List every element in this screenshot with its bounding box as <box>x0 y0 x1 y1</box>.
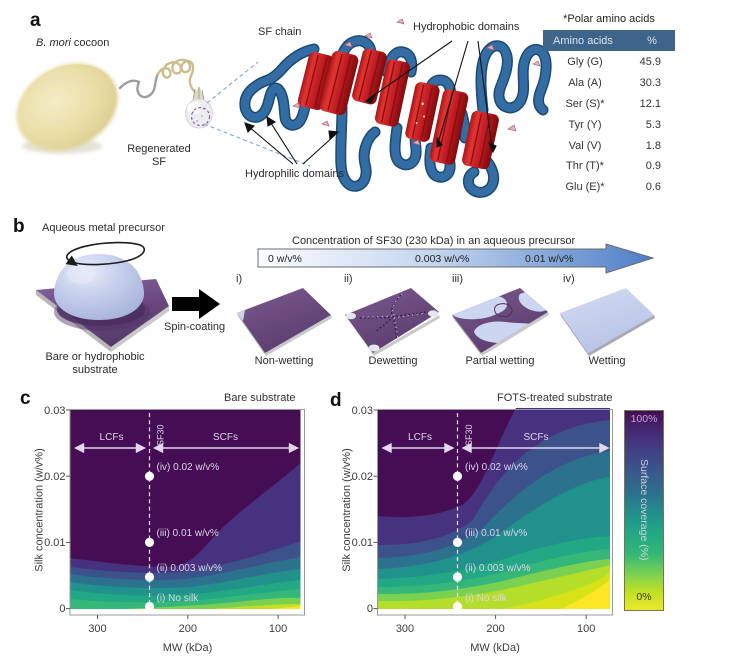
svg-text:100: 100 <box>577 623 595 635</box>
svg-text:(i) No silk: (i) No silk <box>465 593 508 604</box>
svg-text:0.02: 0.02 <box>44 471 65 483</box>
svg-text:0 w/v%: 0 w/v% <box>268 253 302 265</box>
svg-text:SCFs: SCFs <box>524 432 549 443</box>
svg-text:LCFs: LCFs <box>408 432 432 443</box>
svg-text:Silk concentration (w/v%): Silk concentration (w/v%) <box>34 448 46 572</box>
svg-text:0.03: 0.03 <box>44 405 65 417</box>
svg-text:0: 0 <box>367 603 373 615</box>
svg-text:SF30: SF30 <box>464 424 474 446</box>
svg-text:200: 200 <box>486 623 504 635</box>
svg-text:MW (kDa): MW (kDa) <box>163 642 213 654</box>
svg-text:(iv) 0.02 w/v%: (iv) 0.02 w/v% <box>157 462 220 473</box>
svg-text:300: 300 <box>88 623 106 635</box>
svg-text:(iii) 0.01 w/v%: (iii) 0.01 w/v% <box>157 528 219 539</box>
svg-text:(ii) 0.003 w/v%: (ii) 0.003 w/v% <box>465 563 531 574</box>
svg-text:200: 200 <box>179 623 197 635</box>
svg-text:SCFs: SCFs <box>213 432 238 443</box>
svg-text:0.03: 0.03 <box>352 405 373 417</box>
svg-text:300: 300 <box>396 623 414 635</box>
svg-text:(iv) 0.02 w/v%: (iv) 0.02 w/v% <box>465 462 528 473</box>
svg-text:Silk concentration (w/v%): Silk concentration (w/v%) <box>341 448 353 572</box>
svg-text:0.003 w/v%: 0.003 w/v% <box>415 253 469 265</box>
svg-text:0.02: 0.02 <box>352 471 373 483</box>
svg-text:0.01 w/v%: 0.01 w/v% <box>525 253 573 265</box>
svg-text:LCFs: LCFs <box>100 432 124 443</box>
svg-text:(ii) 0.003 w/v%: (ii) 0.003 w/v% <box>157 563 223 574</box>
svg-text:SF30: SF30 <box>156 424 166 446</box>
svg-text:100: 100 <box>269 623 287 635</box>
svg-text:0: 0 <box>59 603 65 615</box>
svg-text:0.01: 0.01 <box>44 537 65 549</box>
svg-text:0.01: 0.01 <box>352 537 373 549</box>
svg-text:(i) No silk: (i) No silk <box>157 593 200 604</box>
svg-text:(iii) 0.01 w/v%: (iii) 0.01 w/v% <box>465 528 527 539</box>
svg-text:MW (kDa): MW (kDa) <box>470 642 520 654</box>
